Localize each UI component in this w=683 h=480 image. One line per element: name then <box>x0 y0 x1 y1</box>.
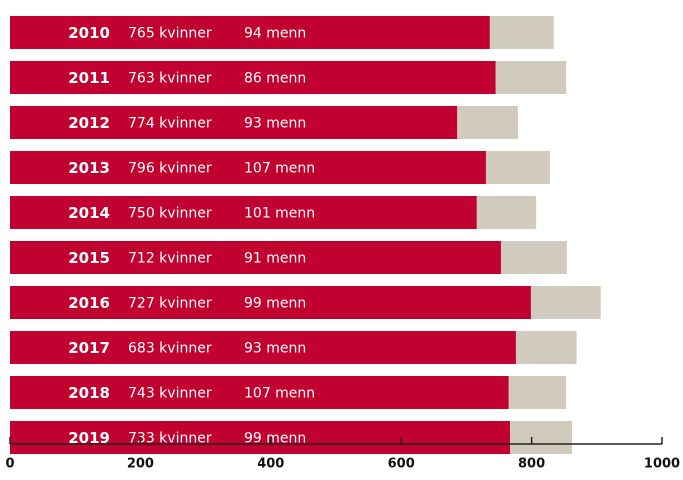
bar-segment <box>485 151 550 184</box>
bar-segment <box>457 106 518 139</box>
men-label: 107 menn <box>244 386 315 402</box>
year-label: 2014 <box>68 204 110 222</box>
bar-segment <box>10 61 496 94</box>
women-label: 712 kvinner <box>128 251 212 267</box>
bar-segment <box>10 331 516 364</box>
bar-segment <box>489 16 554 49</box>
bar-segment <box>476 196 537 229</box>
bar-segment <box>10 286 531 319</box>
men-label: 107 menn <box>244 161 315 177</box>
bar-segment <box>10 241 501 274</box>
bar-segment <box>508 376 567 409</box>
x-tick-label: 1000 <box>644 457 680 472</box>
women-label: 683 kvinner <box>128 341 212 357</box>
women-label: 733 kvinner <box>128 431 212 447</box>
women-label: 763 kvinner <box>128 71 212 87</box>
year-label: 2012 <box>68 114 110 132</box>
year-label: 2019 <box>68 429 110 447</box>
bar-segment <box>10 106 458 139</box>
bar-segment <box>10 421 511 454</box>
bar-segment <box>10 196 477 229</box>
men-label: 101 menn <box>244 206 315 222</box>
year-label: 2015 <box>68 249 110 267</box>
men-label: 93 menn <box>244 341 306 357</box>
year-label: 2018 <box>68 384 110 402</box>
men-label: 99 menn <box>244 431 306 447</box>
bar-segment <box>530 286 601 319</box>
men-label: 99 menn <box>244 296 306 312</box>
bar-segment <box>500 241 567 274</box>
bar-segment <box>10 376 509 409</box>
x-tick-label: 0 <box>5 457 14 472</box>
year-label: 2017 <box>68 339 110 357</box>
women-label: 750 kvinner <box>128 206 212 222</box>
bar-segment <box>10 151 486 184</box>
women-label: 765 kvinner <box>128 26 212 42</box>
men-label: 93 menn <box>244 116 306 132</box>
x-tick-label: 200 <box>127 457 154 472</box>
men-label: 94 menn <box>244 26 306 42</box>
year-label: 2016 <box>68 294 110 312</box>
x-tick-label: 800 <box>518 457 545 472</box>
women-label: 796 kvinner <box>128 161 212 177</box>
men-label: 91 menn <box>244 251 306 267</box>
year-label: 2010 <box>68 24 110 42</box>
year-label: 2011 <box>68 69 110 87</box>
bar-segment <box>495 61 567 94</box>
x-tick-label: 400 <box>257 457 284 472</box>
year-label: 2013 <box>68 159 110 177</box>
bar-segment <box>515 331 577 364</box>
women-label: 743 kvinner <box>128 386 212 402</box>
bar-segment <box>10 16 490 49</box>
women-label: 727 kvinner <box>128 296 212 312</box>
x-tick-label: 600 <box>388 457 415 472</box>
women-label: 774 kvinner <box>128 116 212 132</box>
men-label: 86 menn <box>244 71 306 87</box>
bar-segment <box>510 421 573 454</box>
